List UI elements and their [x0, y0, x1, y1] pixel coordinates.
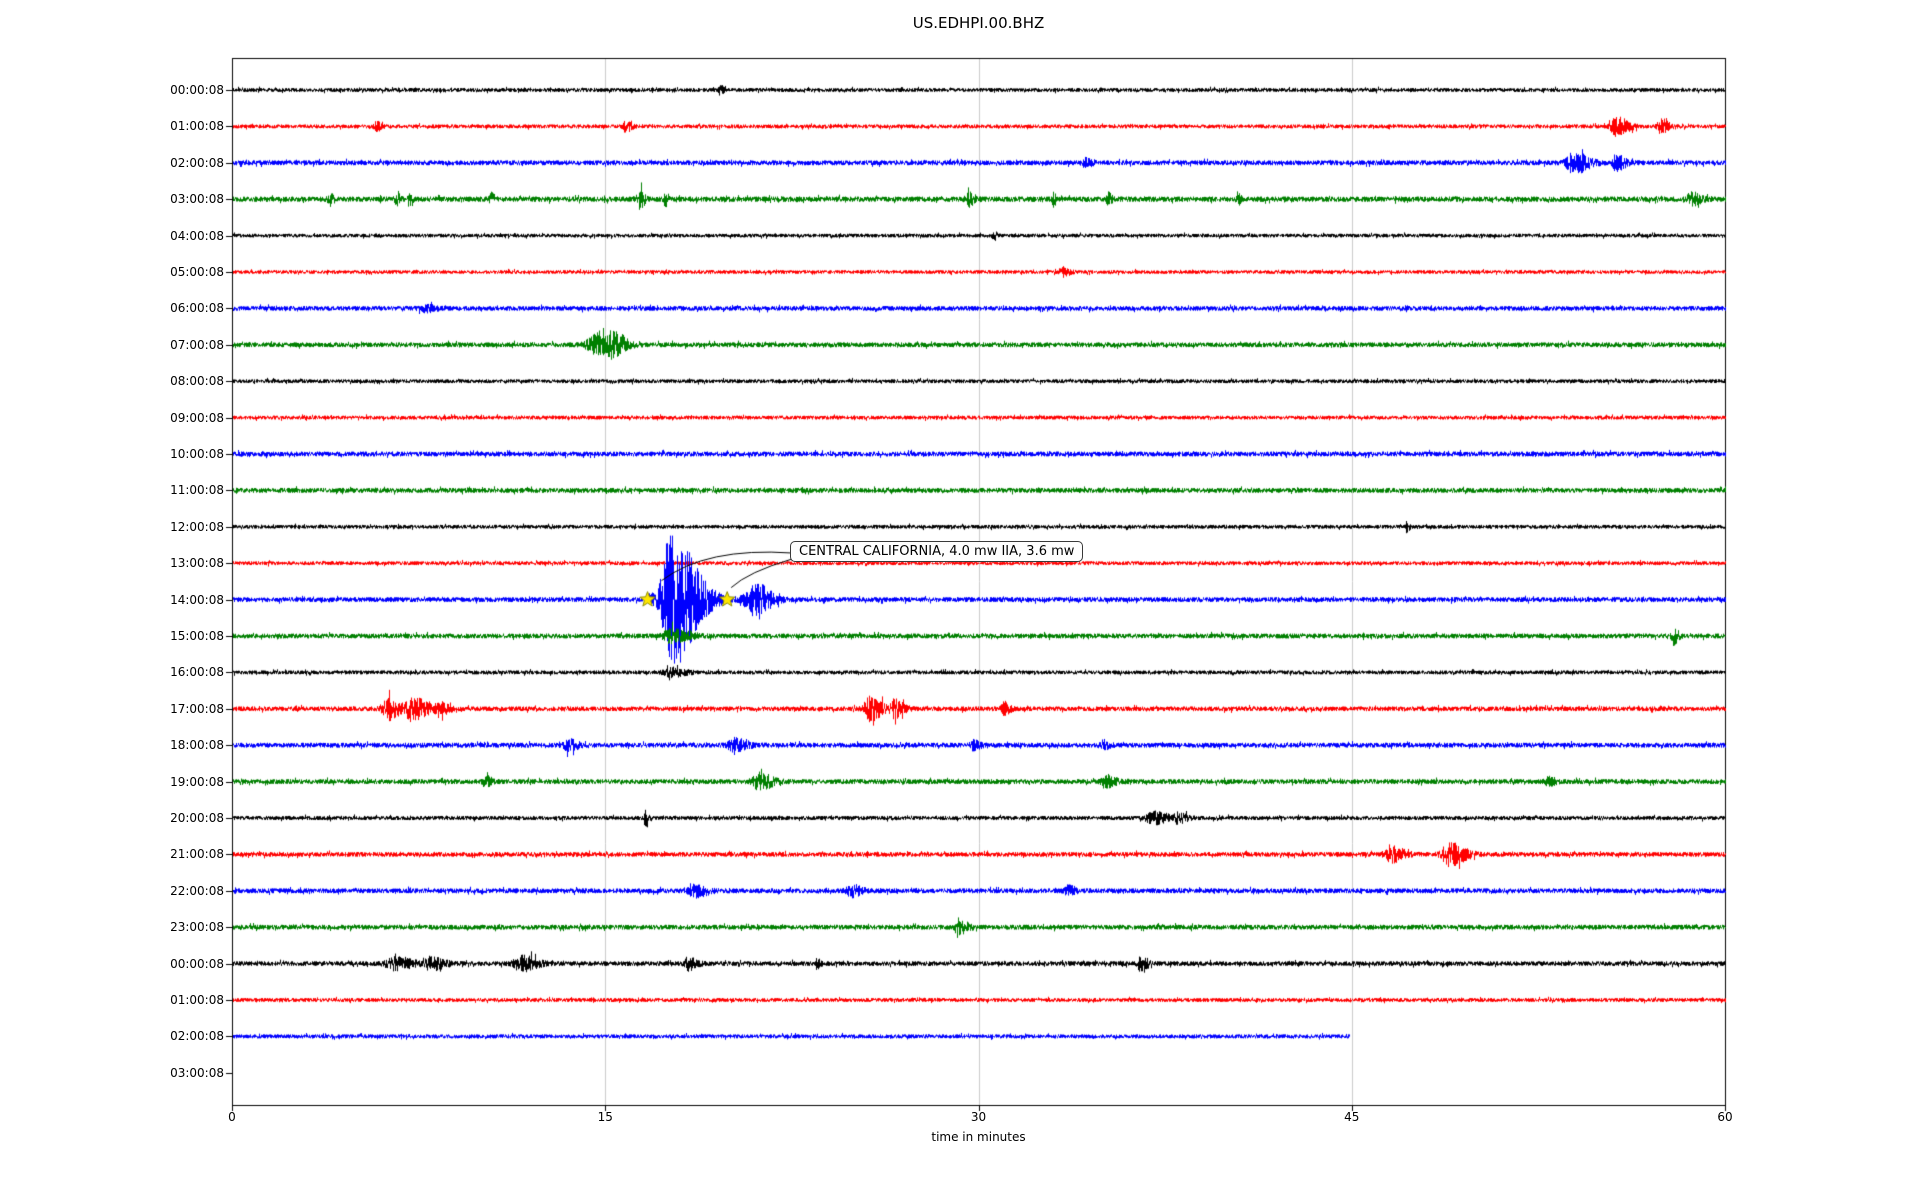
trace-time-label: 03:00:08	[170, 192, 224, 207]
x-tick-label: 15	[597, 1110, 613, 1124]
trace-time-label: 22:00:08	[170, 883, 224, 898]
x-tick-label: 60	[1717, 1110, 1733, 1124]
trace-time-label: 13:00:08	[170, 556, 224, 571]
trace-time-label: 06:00:08	[170, 301, 224, 316]
trace-time-label: 02:00:08	[170, 155, 224, 170]
trace-time-label: 11:00:08	[170, 483, 224, 498]
trace-time-label: 02:00:08	[170, 1029, 224, 1044]
trace-time-label: 01:00:08	[170, 993, 224, 1007]
trace-time-label: 16:00:08	[170, 665, 224, 680]
trace-time-label: 17:00:08	[170, 701, 224, 716]
trace-time-label: 05:00:08	[170, 265, 224, 279]
trace-time-label: 18:00:08	[170, 738, 224, 753]
trace-time-label: 21:00:08	[170, 847, 224, 862]
trace-time-label: 20:00:08	[170, 811, 224, 825]
trace-time-label: 07:00:08	[170, 337, 224, 352]
trace-time-label: 12:00:08	[170, 519, 224, 534]
trace-time-label: 14:00:08	[170, 592, 224, 607]
x-tick-label: 30	[970, 1110, 987, 1124]
trace-time-label: 00:00:08	[170, 83, 224, 97]
trace-time-label: 23:00:08	[170, 920, 224, 935]
trace-time-label: 08:00:08	[170, 374, 224, 389]
event-annotation-box: CENTRAL CALIFORNIA, 4.0 mw IIA, 3.6 mw	[790, 541, 1084, 562]
x-tick-label: 0	[228, 1110, 236, 1124]
trace-time-label: 09:00:08	[170, 410, 224, 425]
x-axis-label: time in minutes	[931, 1130, 1026, 1144]
trace-time-label: 04:00:08	[170, 228, 224, 243]
x-tick-label: 45	[1344, 1110, 1360, 1124]
trace-time-label: 01:00:08	[170, 119, 224, 134]
trace-time-label: 00:00:08	[170, 956, 224, 971]
event-annotation-text: CENTRAL CALIFORNIA, 4.0 mw IIA, 3.6 mw	[799, 544, 1075, 559]
trace-time-label: 10:00:08	[170, 447, 224, 461]
trace-time-label: 19:00:08	[170, 774, 224, 789]
trace-time-label: 15:00:08	[170, 629, 224, 643]
trace-time-label: 03:00:08	[170, 1065, 224, 1080]
